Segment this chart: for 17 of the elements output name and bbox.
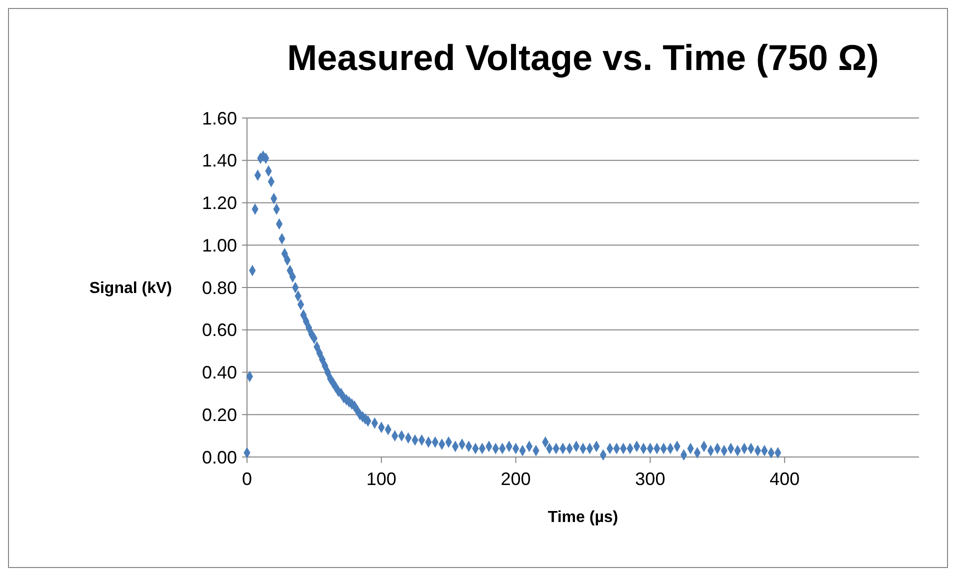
x-tick-label: 200	[500, 469, 531, 489]
y-tick-label: 1.20	[202, 193, 237, 214]
x-tick-label: 300	[635, 469, 666, 489]
chart-title: Measured Voltage vs. Time (750 Ω)	[287, 37, 879, 78]
y-axis-title: Signal (kV)	[89, 280, 172, 298]
x-tick-label: 400	[770, 469, 800, 489]
y-tick-label: 0.20	[202, 404, 237, 425]
y-tick-label: 1.00	[202, 235, 237, 256]
y-tick-label: 0.60	[202, 320, 237, 340]
y-tick-label: 0.40	[202, 362, 237, 383]
y-tick-label: 1.40	[202, 150, 237, 171]
x-tick-label: 100	[366, 469, 396, 489]
x-axis-title: Time (µs)	[548, 509, 618, 526]
y-tick-label: 1.60	[202, 108, 237, 128]
y-tick-label: 0.00	[202, 447, 237, 468]
x-tick-label: 0	[242, 469, 252, 489]
y-tick-label: 0.80	[202, 278, 237, 298]
